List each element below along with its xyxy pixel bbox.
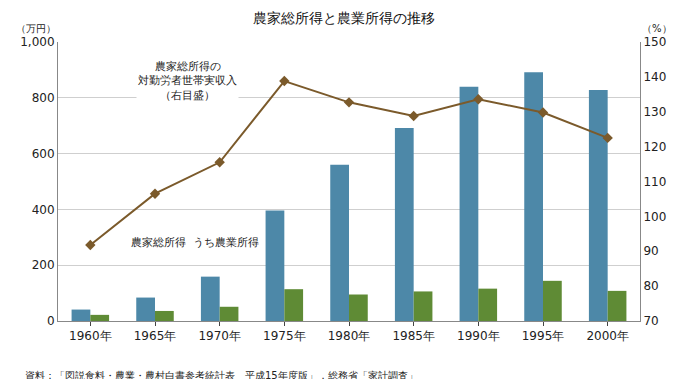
svg-text:600: 600 [32, 147, 55, 161]
svg-text:うち農業所得: うち農業所得 [193, 236, 259, 249]
svg-text:80: 80 [643, 279, 658, 293]
svg-text:1980年: 1980年 [328, 329, 371, 343]
svg-text:1,000: 1,000 [20, 35, 54, 49]
svg-text:1995年: 1995年 [522, 329, 565, 343]
svg-text:農家総所得の対勤労者世帯実収入（右目盛）: 農家総所得の対勤労者世帯実収入（右目盛） [138, 60, 237, 102]
svg-text:90: 90 [643, 244, 658, 258]
svg-text:1960年: 1960年 [69, 329, 112, 343]
svg-text:1970年: 1970年 [198, 329, 241, 343]
svg-text:1975年: 1975年 [263, 329, 306, 343]
svg-text:150: 150 [643, 35, 666, 49]
svg-text:200: 200 [32, 258, 55, 272]
svg-text:120: 120 [643, 140, 666, 154]
svg-text:（万円）: （万円） [16, 23, 56, 34]
svg-text:（%）: （%） [642, 23, 672, 34]
svg-text:400: 400 [32, 203, 55, 217]
svg-text:100: 100 [643, 210, 666, 224]
svg-text:130: 130 [643, 105, 666, 119]
svg-text:資料：「図説食料・農業・農村白書参考統計表 平成15年度版」: 資料：「図説食料・農業・農村白書参考統計表 平成15年度版」，総務省「家計調査」 [25, 370, 418, 379]
svg-text:農家総所得と農業所得の推移: 農家総所得と農業所得の推移 [253, 10, 435, 26]
svg-text:農家総所得: 農家総所得 [131, 236, 186, 249]
svg-text:140: 140 [643, 70, 666, 84]
svg-text:1965年: 1965年 [134, 329, 177, 343]
svg-text:70: 70 [643, 314, 658, 328]
svg-text:110: 110 [643, 175, 666, 189]
svg-text:2000年: 2000年 [586, 329, 629, 343]
svg-text:1985年: 1985年 [392, 329, 435, 343]
svg-text:0: 0 [47, 314, 55, 328]
svg-text:800: 800 [32, 91, 55, 105]
svg-text:1990年: 1990年 [457, 329, 500, 343]
